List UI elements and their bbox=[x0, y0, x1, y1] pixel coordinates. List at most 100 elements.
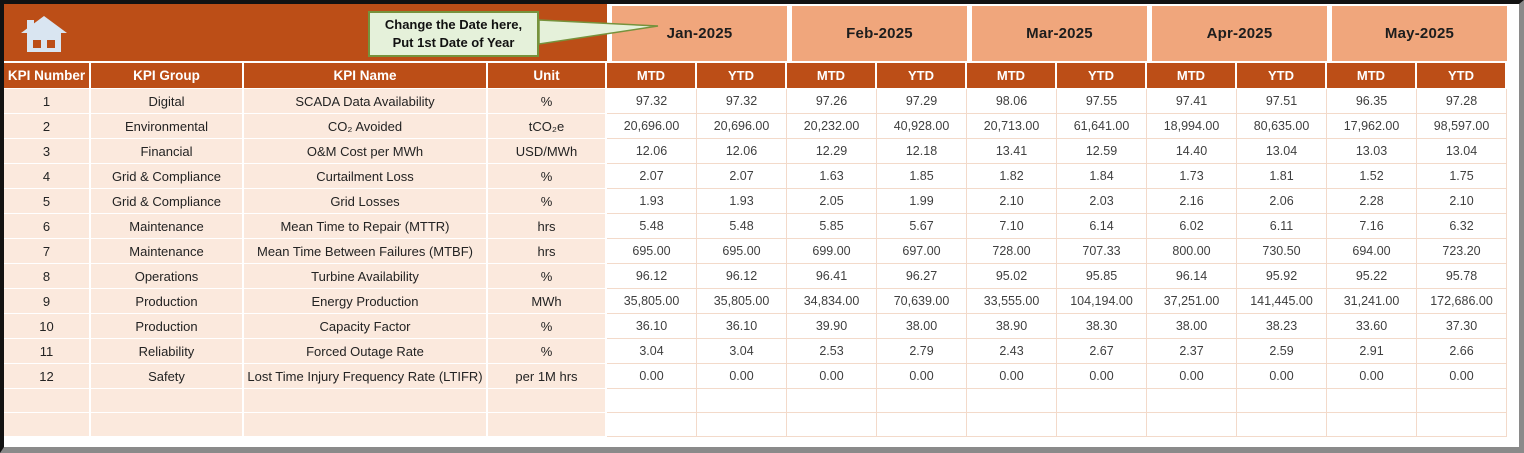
value-cell-may-2025-mtd[interactable]: 96.35 bbox=[1327, 89, 1417, 114]
kpi-number-cell[interactable]: 11 bbox=[4, 339, 91, 364]
value-cell-mar-2025-mtd[interactable]: 95.02 bbox=[967, 264, 1057, 289]
kpi-number-cell[interactable]: 12 bbox=[4, 364, 91, 389]
value-cell-jan-2025-ytd[interactable]: 3.04 bbox=[697, 339, 787, 364]
value-cell-may-2025-ytd[interactable]: 95.78 bbox=[1417, 264, 1507, 289]
empty-cell[interactable] bbox=[1327, 413, 1417, 437]
value-cell-apr-2025-ytd[interactable]: 1.81 bbox=[1237, 164, 1327, 189]
value-cell-apr-2025-ytd[interactable]: 13.04 bbox=[1237, 139, 1327, 164]
value-cell-apr-2025-mtd[interactable]: 2.16 bbox=[1147, 189, 1237, 214]
value-cell-feb-2025-mtd[interactable]: 12.29 bbox=[787, 139, 877, 164]
value-cell-mar-2025-ytd[interactable]: 2.03 bbox=[1057, 189, 1147, 214]
value-cell-mar-2025-mtd[interactable]: 0.00 bbox=[967, 364, 1057, 389]
empty-cell[interactable] bbox=[1147, 389, 1237, 413]
month-cell-jan-2025[interactable]: Jan-2025 bbox=[607, 4, 787, 63]
empty-cell[interactable] bbox=[1237, 389, 1327, 413]
empty-cell[interactable] bbox=[607, 389, 697, 413]
value-cell-may-2025-mtd[interactable]: 31,241.00 bbox=[1327, 289, 1417, 314]
value-cell-feb-2025-mtd[interactable]: 20,232.00 bbox=[787, 114, 877, 139]
value-cell-jan-2025-mtd[interactable]: 97.32 bbox=[607, 89, 697, 114]
value-cell-mar-2025-ytd[interactable]: 0.00 bbox=[1057, 364, 1147, 389]
value-cell-may-2025-ytd[interactable]: 2.10 bbox=[1417, 189, 1507, 214]
value-cell-apr-2025-ytd[interactable]: 2.59 bbox=[1237, 339, 1327, 364]
value-cell-mar-2025-ytd[interactable]: 95.85 bbox=[1057, 264, 1147, 289]
value-cell-may-2025-mtd[interactable]: 1.52 bbox=[1327, 164, 1417, 189]
kpi-unit-cell[interactable]: % bbox=[488, 189, 607, 214]
empty-cell[interactable] bbox=[244, 413, 488, 437]
value-cell-feb-2025-ytd[interactable]: 96.27 bbox=[877, 264, 967, 289]
kpi-name-cell[interactable]: Turbine Availability bbox=[244, 264, 488, 289]
empty-cell[interactable] bbox=[877, 389, 967, 413]
value-cell-may-2025-ytd[interactable]: 723.20 bbox=[1417, 239, 1507, 264]
kpi-group-cell[interactable]: Production bbox=[91, 289, 244, 314]
value-cell-feb-2025-ytd[interactable]: 2.79 bbox=[877, 339, 967, 364]
value-cell-apr-2025-mtd[interactable]: 0.00 bbox=[1147, 364, 1237, 389]
value-cell-jan-2025-mtd[interactable]: 0.00 bbox=[607, 364, 697, 389]
month-cell-may-2025[interactable]: May-2025 bbox=[1327, 4, 1507, 63]
empty-cell[interactable] bbox=[4, 413, 91, 437]
value-cell-mar-2025-mtd[interactable]: 13.41 bbox=[967, 139, 1057, 164]
kpi-name-cell[interactable]: Capacity Factor bbox=[244, 314, 488, 339]
kpi-name-cell[interactable]: Mean Time to Repair (MTTR) bbox=[244, 214, 488, 239]
value-cell-mar-2025-ytd[interactable]: 61,641.00 bbox=[1057, 114, 1147, 139]
value-cell-apr-2025-mtd[interactable]: 1.73 bbox=[1147, 164, 1237, 189]
value-cell-may-2025-ytd[interactable]: 2.66 bbox=[1417, 339, 1507, 364]
value-cell-may-2025-mtd[interactable]: 2.28 bbox=[1327, 189, 1417, 214]
value-cell-jan-2025-ytd[interactable]: 0.00 bbox=[697, 364, 787, 389]
value-cell-mar-2025-mtd[interactable]: 20,713.00 bbox=[967, 114, 1057, 139]
value-cell-mar-2025-ytd[interactable]: 6.14 bbox=[1057, 214, 1147, 239]
kpi-name-cell[interactable]: Mean Time Between Failures (MTBF) bbox=[244, 239, 488, 264]
empty-cell[interactable] bbox=[91, 389, 244, 413]
kpi-number-cell[interactable]: 1 bbox=[4, 89, 91, 114]
kpi-unit-cell[interactable]: per 1M hrs bbox=[488, 364, 607, 389]
value-cell-may-2025-mtd[interactable]: 2.91 bbox=[1327, 339, 1417, 364]
kpi-group-cell[interactable]: Production bbox=[91, 314, 244, 339]
empty-cell[interactable] bbox=[1057, 413, 1147, 437]
value-cell-apr-2025-ytd[interactable]: 80,635.00 bbox=[1237, 114, 1327, 139]
value-cell-apr-2025-ytd[interactable]: 141,445.00 bbox=[1237, 289, 1327, 314]
value-cell-feb-2025-ytd[interactable]: 97.29 bbox=[877, 89, 967, 114]
value-cell-jan-2025-mtd[interactable]: 96.12 bbox=[607, 264, 697, 289]
kpi-unit-cell[interactable]: hrs bbox=[488, 214, 607, 239]
empty-cell[interactable] bbox=[1417, 389, 1507, 413]
value-cell-jan-2025-mtd[interactable]: 5.48 bbox=[607, 214, 697, 239]
value-cell-mar-2025-mtd[interactable]: 7.10 bbox=[967, 214, 1057, 239]
value-cell-mar-2025-mtd[interactable]: 38.90 bbox=[967, 314, 1057, 339]
value-cell-jan-2025-mtd[interactable]: 2.07 bbox=[607, 164, 697, 189]
value-cell-apr-2025-ytd[interactable]: 0.00 bbox=[1237, 364, 1327, 389]
empty-cell[interactable] bbox=[697, 389, 787, 413]
kpi-group-cell[interactable]: Financial bbox=[91, 139, 244, 164]
empty-cell[interactable] bbox=[1327, 389, 1417, 413]
kpi-number-cell[interactable]: 7 bbox=[4, 239, 91, 264]
value-cell-may-2025-mtd[interactable]: 0.00 bbox=[1327, 364, 1417, 389]
value-cell-mar-2025-mtd[interactable]: 33,555.00 bbox=[967, 289, 1057, 314]
month-cell-mar-2025[interactable]: Mar-2025 bbox=[967, 4, 1147, 63]
kpi-unit-cell[interactable]: MWh bbox=[488, 289, 607, 314]
value-cell-feb-2025-mtd[interactable]: 2.53 bbox=[787, 339, 877, 364]
kpi-group-cell[interactable]: Grid & Compliance bbox=[91, 189, 244, 214]
value-cell-apr-2025-ytd[interactable]: 95.92 bbox=[1237, 264, 1327, 289]
value-cell-feb-2025-mtd[interactable]: 0.00 bbox=[787, 364, 877, 389]
kpi-group-cell[interactable]: Digital bbox=[91, 89, 244, 114]
empty-cell[interactable] bbox=[787, 389, 877, 413]
value-cell-mar-2025-ytd[interactable]: 97.55 bbox=[1057, 89, 1147, 114]
value-cell-may-2025-ytd[interactable]: 0.00 bbox=[1417, 364, 1507, 389]
value-cell-apr-2025-ytd[interactable]: 6.11 bbox=[1237, 214, 1327, 239]
value-cell-may-2025-ytd[interactable]: 97.28 bbox=[1417, 89, 1507, 114]
value-cell-feb-2025-ytd[interactable]: 1.85 bbox=[877, 164, 967, 189]
value-cell-jan-2025-ytd[interactable]: 2.07 bbox=[697, 164, 787, 189]
value-cell-may-2025-ytd[interactable]: 1.75 bbox=[1417, 164, 1507, 189]
kpi-unit-cell[interactable]: tCO₂e bbox=[488, 114, 607, 139]
kpi-number-cell[interactable]: 5 bbox=[4, 189, 91, 214]
kpi-name-cell[interactable]: SCADA Data Availability bbox=[244, 89, 488, 114]
month-cell-apr-2025[interactable]: Apr-2025 bbox=[1147, 4, 1327, 63]
value-cell-feb-2025-mtd[interactable]: 34,834.00 bbox=[787, 289, 877, 314]
value-cell-mar-2025-ytd[interactable]: 38.30 bbox=[1057, 314, 1147, 339]
value-cell-jan-2025-ytd[interactable]: 96.12 bbox=[697, 264, 787, 289]
value-cell-apr-2025-mtd[interactable]: 800.00 bbox=[1147, 239, 1237, 264]
value-cell-feb-2025-mtd[interactable]: 39.90 bbox=[787, 314, 877, 339]
kpi-group-cell[interactable]: Grid & Compliance bbox=[91, 164, 244, 189]
kpi-number-cell[interactable]: 3 bbox=[4, 139, 91, 164]
value-cell-mar-2025-mtd[interactable]: 2.10 bbox=[967, 189, 1057, 214]
value-cell-apr-2025-mtd[interactable]: 14.40 bbox=[1147, 139, 1237, 164]
home-button[interactable] bbox=[20, 16, 68, 56]
